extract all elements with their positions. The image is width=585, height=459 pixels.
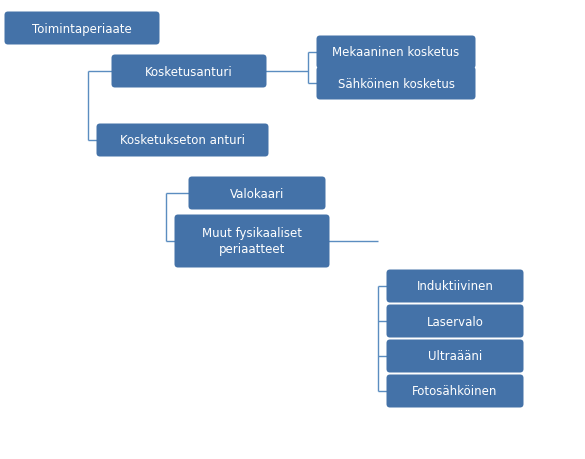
FancyBboxPatch shape	[5, 12, 160, 45]
FancyBboxPatch shape	[174, 215, 329, 268]
Text: Ultraääni: Ultraääni	[428, 350, 482, 363]
Text: Fotosähköinen: Fotosähköinen	[412, 385, 498, 397]
FancyBboxPatch shape	[387, 305, 524, 338]
Text: Induktiivinen: Induktiivinen	[417, 280, 493, 293]
Text: Kosketukseton anturi: Kosketukseton anturi	[120, 134, 245, 147]
FancyBboxPatch shape	[97, 124, 269, 157]
FancyBboxPatch shape	[316, 36, 476, 69]
Text: Mekaaninen kosketus: Mekaaninen kosketus	[332, 46, 460, 59]
Text: Kosketusanturi: Kosketusanturi	[145, 65, 233, 78]
Text: Muut fysikaaliset
periaatteet: Muut fysikaaliset periaatteet	[202, 227, 302, 256]
FancyBboxPatch shape	[387, 270, 524, 303]
Text: Sähköinen kosketus: Sähköinen kosketus	[338, 77, 455, 90]
FancyBboxPatch shape	[387, 375, 524, 408]
FancyBboxPatch shape	[112, 56, 267, 88]
Text: Valokaari: Valokaari	[230, 187, 284, 200]
Text: Toimintaperiaate: Toimintaperiaate	[32, 22, 132, 35]
FancyBboxPatch shape	[188, 177, 325, 210]
Text: Laservalo: Laservalo	[426, 315, 483, 328]
FancyBboxPatch shape	[387, 340, 524, 373]
FancyBboxPatch shape	[316, 67, 476, 100]
